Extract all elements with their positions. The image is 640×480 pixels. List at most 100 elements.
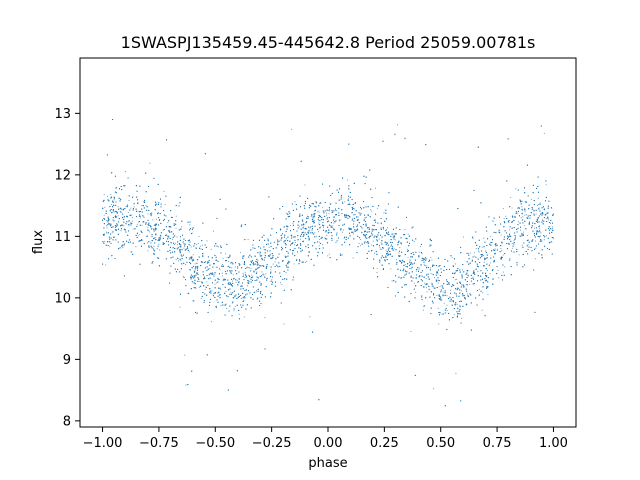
data-point [128,225,130,227]
data-point [379,247,381,249]
data-point [255,291,257,293]
data-point [175,215,177,217]
data-point [430,256,432,258]
data-point [390,245,392,247]
data-point [437,307,439,309]
data-point [137,221,140,223]
data-point [272,263,274,265]
data-point [483,261,485,263]
data-point [309,227,311,229]
data-point [433,277,436,279]
data-point [200,248,202,250]
data-point [106,195,109,197]
data-point [103,193,105,196]
data-point [508,221,510,224]
data-point [446,295,448,297]
data-point [481,246,483,248]
data-point [391,280,393,282]
data-point [204,288,206,291]
data-point [515,188,517,190]
data-point [376,271,378,274]
data-point [537,203,539,205]
data-point [421,253,423,255]
data-point [431,285,433,287]
data-point [537,218,539,220]
data-point [189,224,191,226]
data-point [386,227,389,229]
data-point [231,267,233,269]
data-point [419,245,422,248]
data-point [238,313,240,315]
data-point [469,252,472,254]
data-point [247,239,249,241]
data-point [459,304,461,306]
data-point [231,302,233,304]
data-point [418,251,420,253]
data-point [156,248,158,250]
data-point [198,286,200,288]
data-point [482,292,484,294]
data-point [521,244,523,246]
data-point [540,232,542,234]
data-point [322,243,324,246]
data-point [229,284,231,286]
data-point [268,246,270,248]
data-point [294,201,296,203]
data-point [221,272,223,274]
data-point [478,288,480,290]
data-point [137,235,139,237]
data-point [430,244,432,246]
data-point [147,226,149,228]
data-point [321,237,323,239]
data-point [244,276,246,279]
data-point [255,269,257,271]
data-point [261,271,263,273]
data-point [366,242,368,244]
data-point [497,269,499,272]
data-point [219,269,221,271]
data-point [360,239,362,241]
data-point [410,268,412,270]
data-point [533,213,535,215]
data-point [328,253,330,255]
data-point [128,199,130,201]
data-point [511,242,513,245]
data-point [489,273,491,275]
data-point [174,242,177,244]
data-point [539,202,541,204]
data-point [113,211,115,213]
data-point [199,280,201,282]
data-point [551,227,553,229]
data-point [222,257,224,259]
data-point [359,245,362,247]
data-point [152,219,154,221]
data-point [103,214,105,216]
data-point [398,252,400,254]
data-point [176,244,178,246]
data-point [406,248,408,250]
data-point [504,266,506,268]
data-point [318,222,320,224]
data-point [293,244,296,246]
data-point [124,242,126,244]
data-point [136,223,138,225]
data-point [221,275,223,277]
data-point [313,222,315,224]
data-point [436,294,438,297]
data-point [139,233,141,235]
data-point [342,229,344,231]
data-point [365,237,367,239]
data-point [239,252,241,254]
data-point [132,216,134,218]
data-point [390,268,392,270]
data-point [210,248,212,250]
data-point [371,210,373,212]
data-point [243,299,245,301]
data-point [201,244,203,246]
data-point [304,261,306,264]
data-point [502,271,504,273]
data-point [310,216,312,218]
data-point [228,261,230,263]
data-point [503,218,505,220]
